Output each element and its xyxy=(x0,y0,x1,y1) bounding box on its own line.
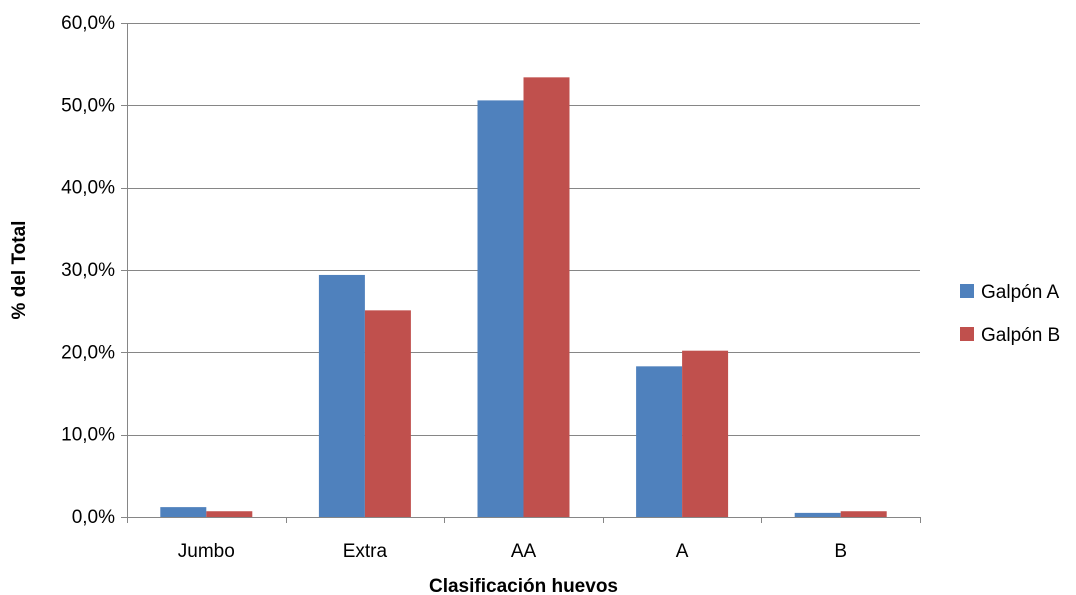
bar-a-galpon-a xyxy=(636,366,683,517)
y-tick-label: 10,0% xyxy=(61,425,115,446)
y-tick-label: 40,0% xyxy=(61,178,115,199)
legend-label: Galpón B xyxy=(981,325,1060,346)
y-tick-labels: 0,0% 10,0% 20,0% 30,0% 40,0% 50,0% 60,0% xyxy=(61,13,127,528)
bar-extra-galpon-b xyxy=(364,310,411,517)
y-axis-title: % del Total xyxy=(9,221,30,320)
y-tick-label: 60,0% xyxy=(61,13,115,34)
bar-b-galpon-a xyxy=(794,512,841,517)
bar-aa-galpon-a xyxy=(477,100,524,517)
bar-b-galpon-b xyxy=(840,511,887,517)
y-tick-label: 20,0% xyxy=(61,342,115,363)
y-tick-label: 0,0% xyxy=(72,507,115,528)
x-tick-labels: Jumbo Extra AA A B xyxy=(127,517,921,562)
legend-label: Galpón A xyxy=(981,282,1059,303)
legend-swatch xyxy=(960,327,974,341)
bar-jumbo-galpon-b xyxy=(206,511,253,517)
bar-a-galpon-b xyxy=(682,350,729,517)
legend: Galpón A Galpón B xyxy=(960,282,1060,346)
bar-jumbo-galpon-a xyxy=(160,507,207,517)
x-tick-label: B xyxy=(834,541,847,562)
x-axis-title: Clasificación huevos xyxy=(429,576,618,595)
bar-extra-galpon-a xyxy=(318,274,365,517)
x-tick-label: Jumbo xyxy=(178,541,235,562)
y-tick-label: 50,0% xyxy=(61,95,115,116)
y-tick-label: 30,0% xyxy=(61,260,115,281)
bar-aa-galpon-b xyxy=(523,77,570,517)
x-tick-label: A xyxy=(676,541,689,562)
bars xyxy=(160,77,887,517)
x-tick-label: Extra xyxy=(343,541,388,562)
legend-swatch xyxy=(960,284,974,298)
x-tick-label: AA xyxy=(511,541,537,562)
